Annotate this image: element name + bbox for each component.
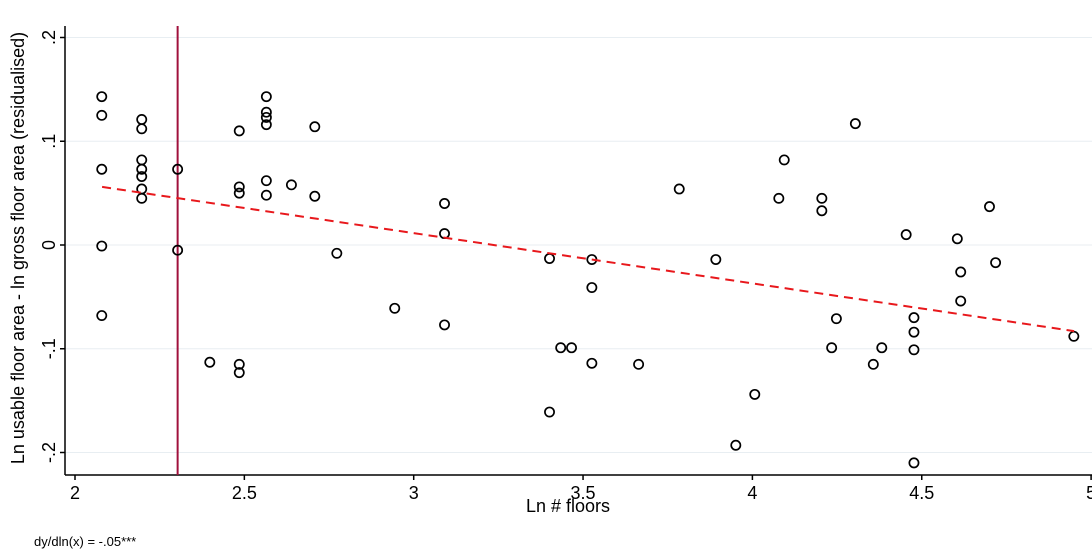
fit-line — [101, 185, 1075, 333]
data-point — [136, 163, 148, 175]
data-point — [96, 91, 108, 103]
data-point — [900, 229, 912, 241]
y-tick-label: .1 — [39, 134, 59, 149]
fit-line-group — [101, 185, 1075, 333]
data-point — [204, 356, 216, 368]
data-point — [96, 310, 108, 321]
data-point — [389, 302, 401, 314]
y-axis-ticks: .2 .1 0 -.1 -.2 — [39, 30, 65, 463]
data-point — [586, 357, 598, 369]
data-point — [867, 358, 879, 370]
y-tick-label: .2 — [39, 30, 59, 45]
data-point — [233, 187, 245, 199]
y-tick-label: -.1 — [39, 338, 59, 359]
data-point — [826, 342, 838, 354]
data-point — [260, 106, 272, 118]
data-point — [544, 406, 555, 418]
data-point — [260, 189, 272, 201]
data-point — [233, 367, 245, 379]
data-point — [908, 457, 920, 469]
x-tick-label: 4 — [747, 483, 757, 503]
data-point — [816, 205, 828, 217]
x-tick-label: 2 — [70, 483, 80, 503]
data-point — [749, 388, 761, 400]
data-point — [96, 109, 108, 121]
data-points — [96, 91, 1080, 469]
data-point — [172, 244, 184, 256]
data-point — [136, 171, 148, 182]
data-point — [955, 295, 967, 307]
data-point — [816, 192, 828, 204]
data-point — [285, 179, 297, 191]
data-point — [233, 358, 245, 370]
x-tick-label: 4.5 — [909, 483, 934, 503]
data-point — [331, 247, 343, 259]
y-tick-label: 0 — [39, 240, 59, 250]
data-point — [260, 175, 272, 187]
axes — [64, 26, 1092, 476]
data-point — [849, 118, 861, 130]
data-point — [730, 439, 742, 451]
data-point — [830, 313, 842, 325]
data-point — [566, 342, 577, 354]
data-point — [136, 123, 148, 135]
x-tick-label: 3.5 — [571, 483, 596, 503]
data-point — [233, 125, 245, 137]
data-point — [586, 282, 598, 293]
data-point — [955, 266, 967, 278]
data-point — [439, 198, 450, 209]
grid-lines — [65, 37, 1092, 453]
x-tick-label: 2.5 — [232, 483, 257, 503]
data-point — [233, 181, 245, 193]
data-point — [172, 163, 184, 175]
data-point — [96, 240, 108, 252]
data-point — [309, 121, 321, 133]
data-point — [984, 201, 995, 213]
data-point — [990, 257, 1002, 269]
data-point — [260, 91, 272, 103]
x-axis-title: Ln # floors — [526, 496, 610, 516]
data-point — [773, 192, 785, 204]
data-point — [309, 190, 321, 202]
data-point — [555, 342, 567, 354]
data-point — [908, 312, 920, 324]
data-point — [673, 183, 685, 195]
data-point — [908, 344, 920, 356]
y-tick-label: -.2 — [39, 442, 59, 463]
data-point — [633, 358, 645, 370]
data-point — [439, 319, 450, 331]
data-point — [260, 119, 272, 131]
data-point — [136, 192, 148, 204]
data-point — [96, 163, 108, 175]
data-point — [260, 111, 272, 123]
data-point — [710, 254, 722, 265]
data-point — [908, 326, 920, 338]
x-tick-label: 3 — [409, 483, 419, 503]
x-tick-label: 5 — [1086, 483, 1092, 503]
x-axis-ticks: 2 2.5 3 3.5 4 4.5 5 — [70, 475, 1092, 503]
data-point — [778, 154, 790, 166]
data-point — [951, 233, 963, 245]
y-axis-title: Ln usable floor area - ln gross floor ar… — [8, 32, 28, 464]
data-point — [876, 342, 888, 354]
slope-note: dy/dln(x) = -.05*** — [34, 534, 136, 549]
